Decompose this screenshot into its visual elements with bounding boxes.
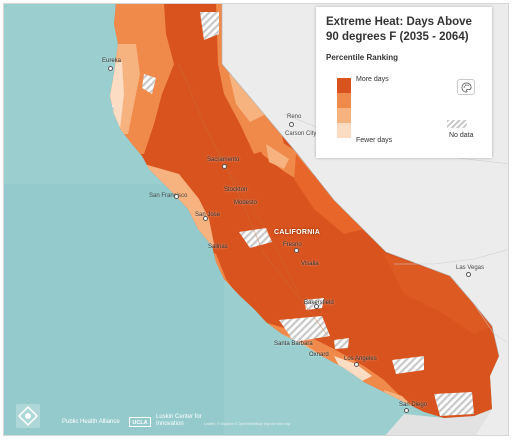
label-visalia: Visalia bbox=[301, 261, 319, 267]
legend-swatch-2 bbox=[337, 93, 351, 108]
label-california: CALIFORNIA bbox=[274, 229, 321, 236]
nodata-patch-1 bbox=[200, 12, 219, 40]
nodata-patch-8 bbox=[434, 392, 474, 416]
baja-land bbox=[385, 409, 492, 435]
label-carson-city: Carson City bbox=[285, 131, 317, 137]
region-la-light bbox=[334, 356, 372, 382]
label-santa-barbara: Santa Barbara bbox=[274, 341, 313, 347]
legend-subtitle: Percentile Ranking bbox=[326, 53, 399, 62]
state-border bbox=[221, 4, 500, 357]
public-health-alliance-logo bbox=[16, 404, 40, 428]
legend-more-label: More days bbox=[356, 76, 389, 83]
palette-button[interactable] bbox=[457, 79, 475, 95]
map-credit[interactable]: Leaflet | © Mapbox © OpenStreetMap Impro… bbox=[204, 422, 291, 426]
label-san-francisco: San Francisco bbox=[149, 193, 188, 199]
attribution-luskin: Luskin Center for Innovation bbox=[156, 414, 202, 427]
legend-swatch-fewer bbox=[337, 123, 351, 138]
road-i5 bbox=[178, 63, 335, 345]
road-99 bbox=[218, 153, 300, 295]
legend-swatch-more bbox=[337, 78, 351, 93]
city-dot bbox=[404, 408, 409, 413]
label-las-vegas: Las Vegas bbox=[456, 265, 485, 271]
legend-fewer-label: Fewer days bbox=[356, 137, 393, 144]
city-dot bbox=[108, 66, 113, 71]
legend-nodata-swatch bbox=[447, 120, 467, 128]
legend-title: Extreme Heat: Days Above 90 degrees F (2… bbox=[326, 16, 472, 43]
label-modesto: Modesto bbox=[234, 200, 258, 206]
nodata-patch-5 bbox=[279, 316, 330, 342]
ucla-logo: UCLA bbox=[129, 417, 151, 427]
legend-swatch-3 bbox=[337, 108, 351, 123]
label-stockton: Stockton bbox=[224, 187, 248, 193]
label-san-jose: San Jose bbox=[195, 212, 221, 218]
region-far-coast bbox=[110, 62, 124, 129]
road-lv bbox=[394, 249, 508, 265]
label-bakersfield: Bakersfield bbox=[304, 300, 334, 306]
nodata-patch-4 bbox=[239, 228, 272, 248]
city-dot bbox=[354, 362, 359, 367]
label-sacramento: Sacramento bbox=[207, 157, 240, 163]
city-dot bbox=[222, 164, 227, 169]
label-san-diego: San Diego bbox=[399, 402, 428, 408]
palette-icon bbox=[461, 82, 471, 92]
city-dot bbox=[314, 304, 319, 309]
region-sierra-light bbox=[266, 144, 289, 169]
city-dot bbox=[289, 122, 294, 127]
label-los-angeles: Los Angeles bbox=[344, 356, 377, 362]
city-dot bbox=[294, 248, 299, 253]
city-dot bbox=[466, 272, 471, 277]
label-salinas: Salinas bbox=[208, 244, 228, 250]
label-fresno: Fresno bbox=[283, 242, 302, 248]
city-dot bbox=[174, 194, 179, 199]
nodata-patch-2 bbox=[142, 74, 156, 94]
label-eureka: Eureka bbox=[102, 58, 122, 64]
california-outline bbox=[110, 4, 499, 418]
region-northeast-light bbox=[229, 74, 266, 122]
city-dot bbox=[203, 216, 208, 221]
label-oxnard: Oxnard bbox=[309, 352, 329, 358]
label-reno: Reno bbox=[287, 114, 302, 120]
region-desert bbox=[384, 254, 492, 334]
nodata-patch-9 bbox=[334, 338, 349, 349]
legend-nodata-label: No data bbox=[449, 132, 474, 139]
legend-panel: Extreme Heat: Days Above 90 degrees F (2… bbox=[316, 7, 492, 158]
ocean-shade bbox=[4, 184, 224, 435]
attribution: Public Health Alliance UCLA Luskin Cente… bbox=[12, 402, 302, 432]
attribution-pha: Public Health Alliance bbox=[62, 419, 120, 425]
nodata-patch-7 bbox=[392, 356, 424, 374]
map-frame: Eureka Reno Carson City Sacramento Stock… bbox=[3, 3, 509, 436]
